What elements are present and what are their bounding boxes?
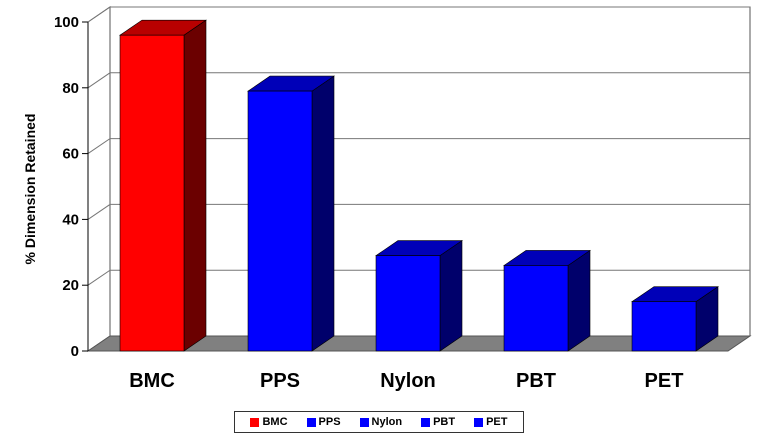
bar-bmc bbox=[119, 19, 207, 352]
legend: BMC PPS Nylon PBT PET bbox=[234, 411, 524, 433]
bar-pet bbox=[631, 286, 719, 352]
legend-swatch bbox=[474, 417, 484, 427]
legend-swatch bbox=[359, 417, 369, 427]
bar-side bbox=[439, 240, 463, 352]
side-wall bbox=[87, 6, 111, 352]
bars bbox=[119, 19, 719, 352]
gridline bbox=[87, 72, 750, 89]
bar-nylon bbox=[375, 240, 463, 352]
y-tick-label: 60 bbox=[62, 146, 79, 163]
y-tick-label: 0 bbox=[71, 343, 79, 360]
y-tick-label: 80 bbox=[62, 80, 79, 97]
legend-swatch bbox=[421, 417, 431, 427]
bar-front bbox=[375, 255, 441, 352]
x-axis: BMC PPS Nylon PBT PET bbox=[129, 370, 683, 392]
legend-label: PET bbox=[486, 416, 508, 428]
x-tick-label: PBT bbox=[516, 370, 556, 392]
gridline bbox=[87, 6, 750, 23]
bar-pps bbox=[247, 75, 335, 352]
gridlines bbox=[87, 6, 750, 286]
y-tick-label: 100 bbox=[54, 14, 79, 31]
legend-swatch bbox=[250, 417, 260, 427]
legend-swatch bbox=[306, 417, 316, 427]
bar-side bbox=[567, 249, 591, 352]
bar-front bbox=[503, 265, 569, 352]
x-tick-label: Nylon bbox=[380, 370, 436, 392]
bar-pbt bbox=[503, 249, 591, 352]
bar-side bbox=[183, 19, 207, 352]
bar-front bbox=[247, 90, 313, 352]
legend-item: PBT bbox=[421, 416, 455, 428]
y-tick-label: 20 bbox=[62, 277, 79, 294]
y-axis: 0 20 40 60 80 100 bbox=[54, 14, 89, 360]
legend-label: PPS bbox=[318, 416, 341, 428]
legend-item: PET bbox=[474, 416, 507, 428]
legend-item: BMC bbox=[250, 416, 288, 428]
x-tick-label: PET bbox=[645, 370, 684, 392]
gridline bbox=[87, 138, 750, 155]
bar-front bbox=[631, 301, 697, 352]
y-axis-label: % Dimension Retained bbox=[22, 114, 38, 265]
x-tick-label: PPS bbox=[260, 370, 300, 392]
legend-item: Nylon bbox=[359, 416, 403, 428]
bar-front bbox=[119, 34, 185, 352]
y-tick-label: 40 bbox=[62, 211, 79, 228]
gridline bbox=[87, 203, 750, 220]
legend-item: PPS bbox=[306, 416, 341, 428]
legend-label: Nylon bbox=[371, 416, 403, 428]
legend-label: BMC bbox=[262, 416, 288, 428]
x-tick-label: BMC bbox=[129, 370, 175, 392]
bar-side bbox=[311, 75, 335, 352]
legend-label: PBT bbox=[433, 416, 456, 428]
